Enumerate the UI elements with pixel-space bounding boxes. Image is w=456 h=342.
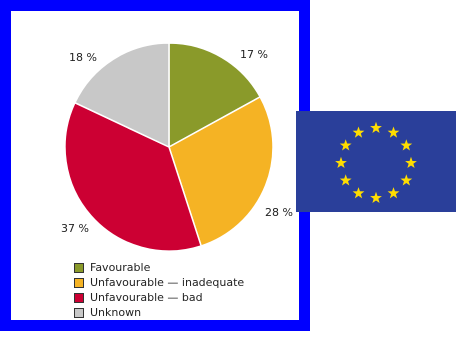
star-icon <box>387 126 400 138</box>
legend-item: Unknown <box>74 305 244 320</box>
slice-label-unknown: 18 % <box>69 51 97 64</box>
star-icon <box>335 156 347 169</box>
legend-label: Unknown <box>90 306 142 319</box>
star-icon <box>405 156 417 169</box>
star-icon <box>400 139 413 151</box>
eu-flag-stars <box>335 121 417 204</box>
slice-label-favourable: 17 % <box>240 48 268 61</box>
legend-swatch-unknown <box>74 307 84 318</box>
pie-slice-unfavourable-bad <box>64 101 203 252</box>
legend-label: Unfavourable — inadequate <box>90 276 245 289</box>
pie-slice-unknown <box>73 42 170 149</box>
legend-swatch-unfavourable-bad <box>74 292 84 303</box>
slice-label-unfavourable-inadequate: 28 % <box>265 206 293 219</box>
chart-panel: Favourable Unfavourable — inadequate Unf… <box>0 0 310 331</box>
star-icon <box>339 139 352 151</box>
pie-slice-unfavourable-inadequate <box>168 95 274 247</box>
pie-slice-favourable <box>168 42 262 149</box>
pie-chart <box>64 42 274 252</box>
star-icon <box>400 174 413 186</box>
legend-label: Favourable <box>90 261 151 274</box>
legend-item: Unfavourable — bad <box>74 290 244 305</box>
star-icon <box>370 121 382 134</box>
star-icon <box>352 126 365 138</box>
eu-flag-icon <box>296 111 456 212</box>
star-icon <box>370 191 382 204</box>
legend-label: Unfavourable — bad <box>90 291 203 304</box>
legend: Favourable Unfavourable — inadequate Unf… <box>74 260 244 320</box>
star-icon <box>387 187 400 199</box>
legend-item: Favourable <box>74 260 244 275</box>
legend-swatch-unfavourable-inadequate <box>74 277 84 288</box>
star-icon <box>352 187 365 199</box>
legend-swatch-favourable <box>74 262 84 273</box>
legend-item: Unfavourable — inadequate <box>74 275 244 290</box>
star-icon <box>339 174 352 186</box>
slice-label-unfavourable-bad: 37 % <box>61 222 89 235</box>
